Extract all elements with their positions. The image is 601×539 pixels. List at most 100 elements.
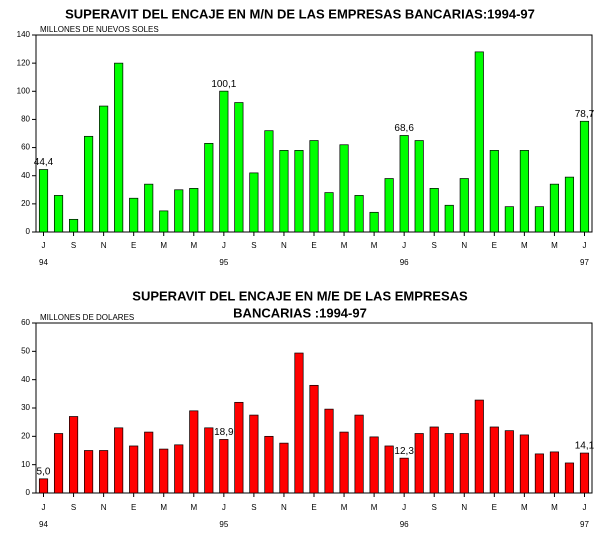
bar bbox=[384, 445, 394, 494]
bar bbox=[309, 140, 319, 233]
bar bbox=[189, 410, 199, 494]
bar bbox=[444, 433, 454, 494]
bar bbox=[414, 433, 424, 494]
bar bbox=[519, 434, 529, 494]
bar bbox=[264, 435, 274, 494]
y-tick-label: 120 bbox=[17, 58, 31, 67]
bar bbox=[414, 140, 424, 233]
data-label: 78,7 bbox=[575, 109, 595, 120]
bar bbox=[354, 414, 364, 494]
bar bbox=[549, 451, 559, 494]
bar bbox=[339, 431, 349, 494]
bar bbox=[309, 384, 319, 494]
bar bbox=[489, 426, 499, 494]
data-label: 14,1 bbox=[575, 441, 595, 452]
year-label: 97 bbox=[580, 258, 589, 267]
chart-title: SUPERAVIT DEL ENCAJE EN M/E DE LAS EMPRE… bbox=[132, 288, 468, 303]
x-tick-label: S bbox=[251, 503, 256, 512]
bar bbox=[144, 431, 154, 494]
bar bbox=[579, 452, 590, 494]
bar bbox=[159, 448, 169, 494]
bar bbox=[114, 62, 124, 233]
bar bbox=[53, 195, 64, 233]
x-tick-label: E bbox=[131, 241, 136, 250]
x-tick-label: N bbox=[461, 503, 467, 512]
x-tick-label: M bbox=[160, 503, 167, 512]
x-tick-label: N bbox=[101, 241, 107, 250]
y-tick-label: 100 bbox=[17, 86, 31, 95]
bar bbox=[369, 436, 379, 494]
bar bbox=[459, 433, 469, 494]
y-axis-label: MILLONES DE DOLARES bbox=[40, 313, 134, 322]
y-tick-label: 30 bbox=[21, 403, 30, 412]
x-tick-label: M bbox=[371, 241, 378, 250]
bar bbox=[324, 408, 334, 494]
bar bbox=[354, 195, 364, 233]
x-tick-label: N bbox=[461, 241, 467, 250]
bar bbox=[38, 478, 49, 494]
x-tick-label: S bbox=[432, 503, 437, 512]
x-tick-label: J bbox=[222, 503, 226, 512]
bar bbox=[429, 426, 439, 494]
bar bbox=[279, 442, 289, 494]
bar bbox=[339, 144, 349, 233]
bar bbox=[369, 211, 379, 233]
x-tick-label: J bbox=[402, 503, 406, 512]
bar bbox=[114, 427, 124, 494]
x-tick-label: S bbox=[71, 503, 76, 512]
bar bbox=[324, 192, 334, 233]
bar bbox=[294, 150, 304, 233]
bar bbox=[144, 183, 154, 233]
bar bbox=[534, 453, 544, 494]
y-tick-label: 50 bbox=[21, 346, 30, 355]
x-tick-label: J bbox=[402, 241, 406, 250]
y-tick-label: 140 bbox=[17, 30, 31, 39]
bar bbox=[564, 176, 575, 233]
x-tick-label: M bbox=[190, 241, 197, 250]
bar bbox=[129, 445, 139, 494]
x-tick-label: M bbox=[160, 241, 167, 250]
x-tick-label: M bbox=[551, 503, 558, 512]
y-tick-label: 20 bbox=[21, 199, 30, 208]
y-tick-label: 60 bbox=[21, 318, 30, 327]
chart-title: SUPERAVIT DEL ENCAJE EN M/N DE LAS EMPRE… bbox=[65, 6, 535, 21]
bar bbox=[294, 352, 304, 494]
x-tick-label: N bbox=[101, 503, 107, 512]
bar bbox=[204, 143, 214, 233]
y-tick-label: 60 bbox=[21, 143, 30, 152]
x-tick-label: S bbox=[432, 241, 437, 250]
x-tick-label: E bbox=[311, 241, 316, 250]
year-label: 96 bbox=[400, 258, 409, 267]
year-label: 94 bbox=[39, 520, 48, 529]
data-label: 44,4 bbox=[34, 157, 54, 168]
bar bbox=[129, 197, 139, 233]
bar bbox=[219, 439, 229, 494]
x-tick-label: E bbox=[311, 503, 316, 512]
bar bbox=[204, 427, 214, 494]
x-tick-label: M bbox=[371, 503, 378, 512]
bar bbox=[69, 416, 79, 494]
bar bbox=[459, 178, 469, 233]
bar bbox=[504, 206, 514, 233]
x-tick-label: S bbox=[251, 241, 256, 250]
x-tick-label: J bbox=[42, 503, 46, 512]
bar bbox=[579, 120, 590, 233]
x-tick-label: S bbox=[71, 241, 76, 250]
data-label: 68,6 bbox=[394, 123, 414, 134]
x-tick-label: M bbox=[341, 241, 348, 250]
bar bbox=[249, 414, 259, 494]
bar bbox=[399, 457, 409, 494]
year-label: 95 bbox=[219, 520, 228, 529]
y-tick-label: 80 bbox=[21, 115, 30, 124]
data-label: 100,1 bbox=[211, 79, 236, 90]
bar bbox=[234, 401, 244, 494]
bar bbox=[99, 450, 109, 494]
bar bbox=[474, 51, 484, 233]
bar bbox=[474, 399, 484, 494]
x-tick-label: M bbox=[341, 503, 348, 512]
data-label: 12,3 bbox=[394, 446, 414, 457]
x-tick-label: E bbox=[492, 241, 497, 250]
y-tick-label: 40 bbox=[21, 171, 30, 180]
bar bbox=[279, 150, 289, 233]
